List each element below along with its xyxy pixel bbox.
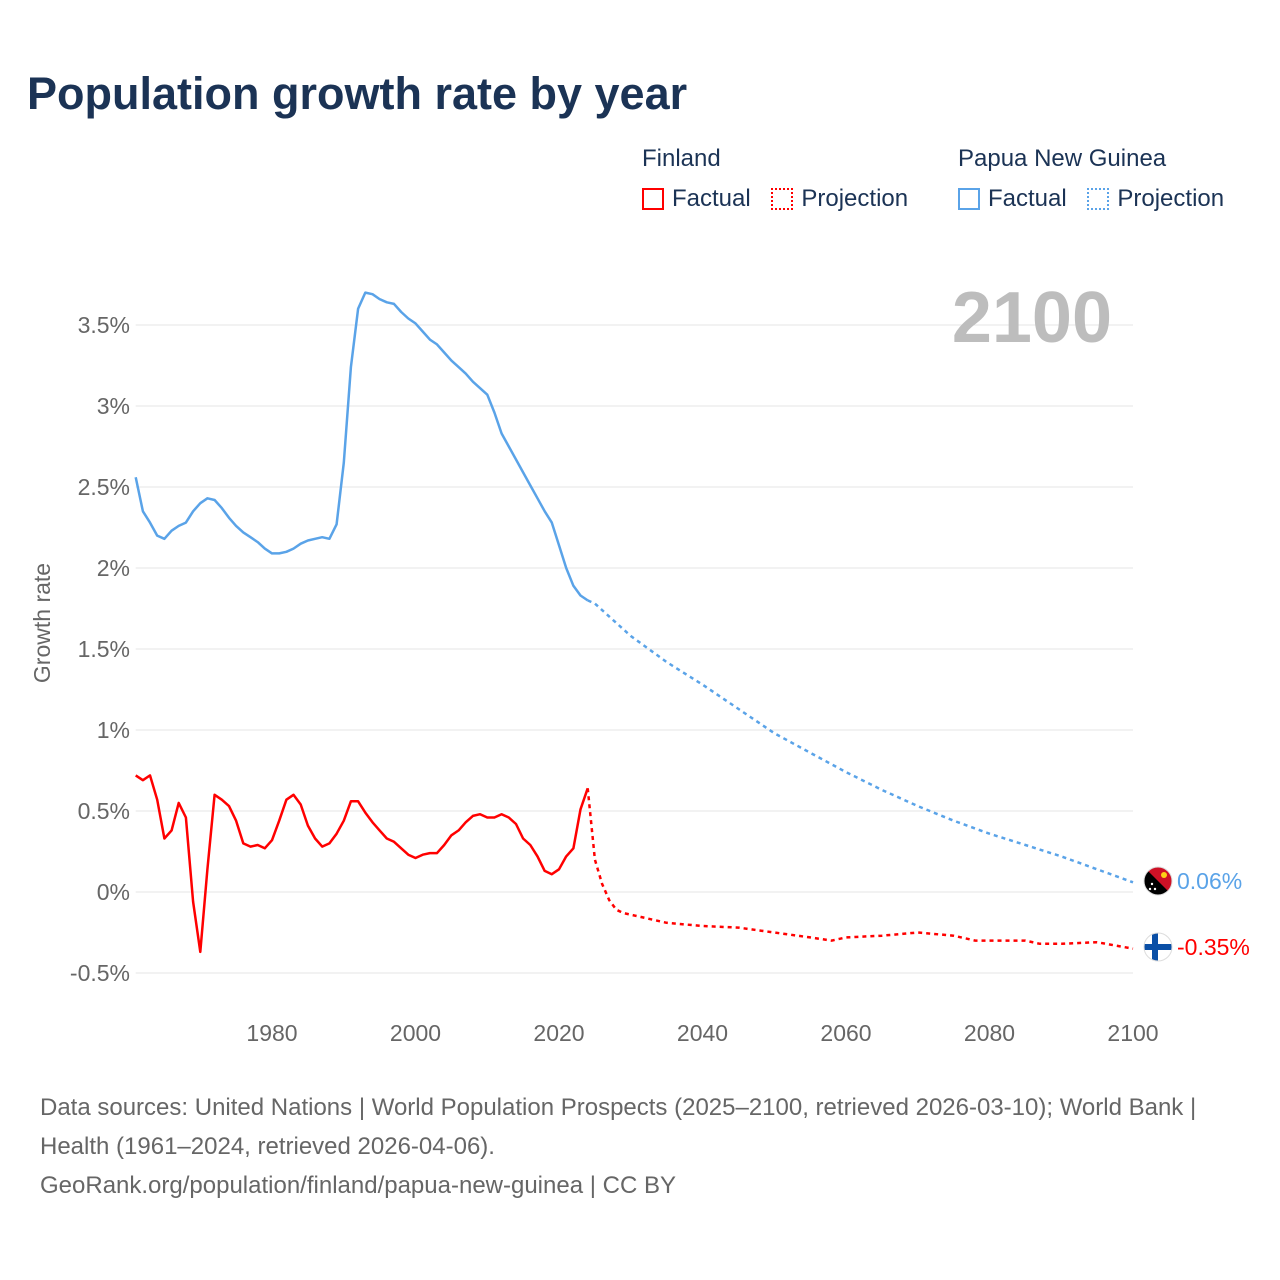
y-tick-label: 3% [97, 393, 130, 419]
finland-flag-icon [1143, 932, 1173, 962]
legend-png-projection[interactable]: Projection [1087, 185, 1224, 213]
legend-png-factual[interactable]: Factual [958, 185, 1067, 213]
png-end-label: 0.06% [1177, 868, 1242, 894]
legend-swatch-solid [642, 188, 664, 210]
y-tick-label: 2% [97, 555, 130, 581]
papua-new-guinea-flag-icon [1143, 866, 1173, 896]
legend-swatch-dotted [1087, 188, 1110, 210]
legend-group-label: Finland [642, 145, 721, 172]
credit-link[interactable]: GeoRank.org/population/finland/papua-new… [40, 1172, 676, 1199]
y-tick-label: 2.5% [78, 474, 130, 500]
y-tick-label: 0% [97, 879, 130, 905]
chart-title: Population growth rate by year [27, 68, 688, 119]
legend-label: Projection [1117, 185, 1225, 212]
y-tick-label: 0.5% [78, 798, 130, 824]
x-tick-label: 2100 [1107, 1020, 1158, 1046]
legend-label: Projection [801, 185, 909, 212]
x-tick-label: 2020 [533, 1020, 584, 1046]
x-tick-label: 2060 [820, 1020, 871, 1046]
legend-group-label: Papua New Guinea [958, 145, 1167, 172]
finland-end-label: -0.35% [1177, 934, 1250, 960]
year-watermark: 2100 [952, 278, 1112, 358]
y-tick-label: -0.5% [70, 960, 130, 986]
finland-projection-line [586, 788, 1134, 950]
papua-new-guinea-projection-line [587, 599, 1134, 884]
x-tick-label: 2080 [964, 1020, 1015, 1046]
legend-swatch-dotted [771, 188, 794, 210]
legend-label: Factual [672, 185, 751, 212]
legend-finland: Finland Factual Projection [642, 145, 922, 217]
line-chart: -0.5% 0% 0.5% 1% 1.5% 2% 2.5% 3% 3.5% 1980 2000 202… [29, 278, 1250, 1046]
legend-label: Factual [988, 185, 1067, 212]
y-axis-label: Growth rate [29, 563, 55, 683]
footer: Data sources: United Nations | World Pop… [40, 1088, 1240, 1205]
legend-finland-factual[interactable]: Factual [642, 185, 751, 213]
x-tick-label: 1980 [246, 1020, 297, 1046]
x-tick-label: 2000 [390, 1020, 441, 1046]
legend-swatch-solid [958, 188, 980, 210]
legend-finland-projection[interactable]: Projection [771, 185, 908, 213]
finland-factual-line [135, 774, 589, 954]
papua-new-guinea-factual-line [134, 291, 589, 602]
y-tick-label: 1% [97, 717, 130, 743]
x-tick-label: 2040 [677, 1020, 728, 1046]
y-tick-label: 1.5% [78, 636, 130, 662]
y-tick-label: 3.5% [78, 312, 130, 338]
data-sources: Data sources: United Nations | World Pop… [40, 1094, 1197, 1160]
legend-png: Papua New Guinea Factual Projection [958, 145, 1238, 217]
